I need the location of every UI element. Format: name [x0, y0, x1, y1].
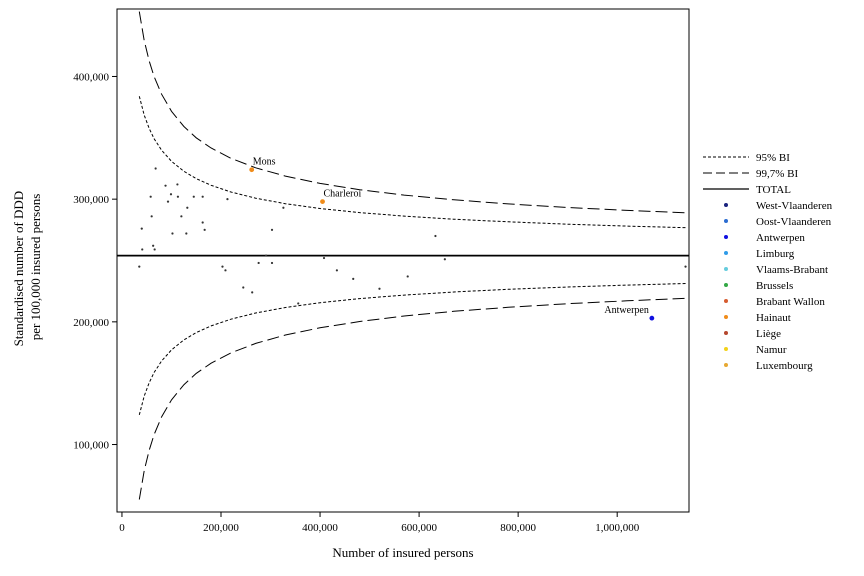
legend-label: Limburg [756, 248, 795, 260]
data-point [166, 200, 170, 203]
legend-marker [724, 267, 728, 271]
data-point [434, 234, 437, 238]
legend: 95% BI 99,7% BI TOTAL West-Vlaanderen Oost-V… [703, 152, 833, 372]
data-point [406, 275, 409, 278]
data-point [180, 215, 183, 218]
data-point [251, 291, 254, 294]
legend-marker [724, 363, 728, 367]
data-point [153, 248, 156, 251]
point-label: Mons [253, 157, 276, 168]
data-point [257, 261, 260, 265]
legend-marker [724, 347, 728, 351]
x-axis-label: Number of insured persons [332, 545, 473, 560]
data-point [684, 265, 687, 268]
y-tick-label: 100,000 [73, 440, 109, 452]
ci997-upper-line [138, 11, 687, 214]
data-point [192, 195, 195, 198]
legend-label: Vlaams-Brabant [756, 264, 828, 276]
data-point [322, 256, 326, 260]
data-point [297, 302, 300, 305]
x-tick-label: 800,000 [500, 522, 536, 534]
legend-marker [724, 315, 728, 319]
x-tick-label: 600,000 [401, 522, 437, 534]
data-point [203, 228, 206, 231]
y-axis-label-line-2: per 100,000 insured persons [28, 194, 43, 341]
data-point [138, 265, 141, 268]
data-point [150, 215, 153, 218]
highlighted-point [649, 315, 655, 321]
data-point [282, 206, 285, 209]
data-point [169, 193, 173, 196]
x-tick-label: 1,000,000 [595, 522, 640, 534]
ci997-lower-line [138, 297, 687, 500]
legend-label: Brabant Wallon [756, 296, 825, 308]
point-label: Antwerpen [604, 305, 648, 316]
data-point [152, 244, 155, 247]
data-point [352, 277, 355, 281]
highlighted-point [249, 167, 255, 173]
data-point [141, 248, 144, 251]
legend-marker [724, 251, 728, 255]
data-point [270, 228, 274, 231]
data-point [164, 184, 167, 187]
legend-label: Antwerpen [756, 232, 805, 244]
legend-label: Brussels [756, 280, 793, 292]
legend-marker [724, 235, 728, 239]
y-tick-label: 300,000 [73, 194, 109, 206]
plot-frame [116, 8, 690, 513]
legend-marker [724, 331, 728, 335]
data-point [154, 167, 157, 170]
data-point [176, 195, 180, 198]
data-point [185, 232, 188, 235]
data-point [443, 258, 446, 261]
legend-marker [724, 299, 728, 303]
data-point [378, 287, 381, 290]
data-point [242, 286, 245, 289]
data-point [149, 195, 152, 198]
data-point [226, 198, 229, 201]
x-tick-label: 200,000 [203, 522, 239, 534]
data-point [335, 269, 338, 272]
highlighted-point [320, 199, 325, 205]
legend-label: Luxembourg [756, 360, 813, 372]
ci95-upper-line [138, 96, 687, 229]
x-tick-label: 0 [119, 522, 125, 534]
data-point [270, 261, 274, 265]
data-point [221, 265, 224, 268]
y-tick-label: 400,000 [73, 71, 109, 83]
ci95-lower-line [138, 283, 687, 416]
legend-marker [724, 219, 728, 223]
legend-label: TOTAL [756, 184, 791, 196]
data-point [201, 221, 204, 224]
legend-label: 99,7% BI [756, 168, 799, 180]
legend-label: Hainaut [756, 312, 791, 324]
data-point [140, 227, 143, 230]
legend-label: Oost-Vlaanderen [756, 216, 832, 228]
legend-label: West-Vlaanderen [756, 200, 833, 212]
legend-label: Liège [756, 328, 781, 340]
data-point [176, 183, 179, 186]
data-point [201, 195, 204, 198]
legend-marker [724, 283, 728, 287]
legend-marker [724, 203, 728, 207]
point-label: Charleroi [324, 189, 362, 200]
legend-label: 95% BI [756, 152, 790, 164]
data-point [264, 254, 268, 257]
x-tick-label: 400,000 [302, 522, 338, 534]
y-tick-label: 200,000 [73, 317, 109, 329]
y-axis-label-line-1: Standardised number of DDD [11, 191, 26, 347]
data-point [224, 269, 227, 272]
y-axis-label: Standardised number of DDD per 100,000 i… [11, 188, 43, 347]
data-point [186, 206, 189, 209]
data-point [171, 232, 174, 235]
legend-label: Namur [756, 344, 787, 356]
